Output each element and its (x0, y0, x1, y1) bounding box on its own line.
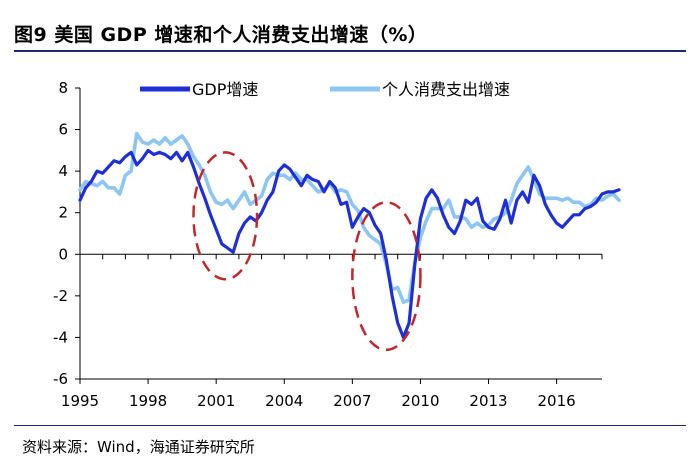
y-tick-label: -4 (53, 328, 68, 346)
y-tick-label: -6 (53, 370, 68, 388)
pce-series-line (78, 131, 621, 304)
title-underline (14, 50, 686, 52)
source-note: 资料来源：Wind，海通证券研究所 (22, 438, 255, 456)
y-tick-label: 2 (58, 204, 68, 222)
series-layer (78, 131, 621, 339)
figure-title: 图9 美国 GDP 增速和个人消费支出增速（%） (14, 24, 428, 46)
x-tick-label: 2004 (265, 392, 303, 410)
x-tick-label: 1998 (129, 392, 167, 410)
x-tick-label: 2013 (469, 392, 507, 410)
x-tick-label: 2016 (538, 392, 576, 410)
annotations (192, 151, 422, 352)
y-tick-label: -2 (53, 287, 68, 305)
source-divider (14, 425, 686, 426)
axes: -6 -4 -2 0 2 4 6 8 1995 1998 2001 2004 2007 2010 2013 2… (53, 79, 603, 410)
recession-highlight-ellipse (351, 201, 422, 352)
y-tick-label: 6 (58, 121, 68, 139)
y-tick-label: 4 (58, 162, 68, 180)
y-tick-label: 8 (58, 79, 68, 97)
legend: GDP增速 个人消费支出增速 (140, 80, 510, 99)
x-tick-label: 2010 (401, 392, 439, 410)
legend-label-gdp: GDP增速 (192, 80, 258, 99)
x-tick-label: 2001 (197, 392, 235, 410)
y-tick-label: 0 (58, 245, 68, 263)
x-tick-label: 1995 (61, 392, 99, 410)
figure-title-bar: 图9 美国 GDP 增速和个人消费支出增速（%） (14, 18, 686, 48)
legend-label-pce: 个人消费支出增速 (382, 80, 510, 99)
x-tick-label: 2007 (333, 392, 371, 410)
gdp-series-line (78, 148, 621, 339)
recession-highlight-ellipse (192, 151, 259, 281)
